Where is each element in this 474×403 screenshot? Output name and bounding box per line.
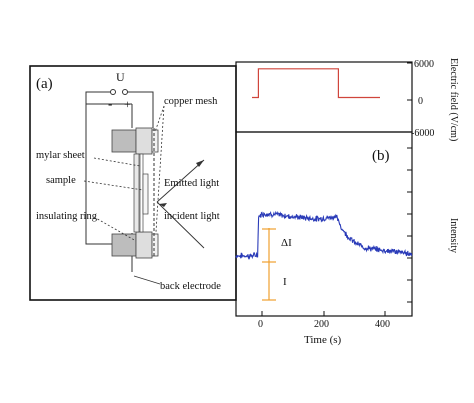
panel-a: (a) U - + <box>29 65 237 301</box>
panel-a-tag: (a) <box>36 76 53 92</box>
mylar-sheet <box>139 153 144 233</box>
delta-i-label: ΔI <box>281 237 292 249</box>
incident-light-arrow <box>159 203 167 207</box>
bottom-mesh-block <box>151 233 159 257</box>
label-emitted-light: Emitted light <box>164 178 219 189</box>
x-ticks <box>261 311 386 316</box>
voltage-source <box>85 89 154 245</box>
bottom-insulating-ring <box>135 231 153 259</box>
light-rays <box>156 159 205 249</box>
intensity-markers <box>262 228 276 301</box>
intensity-axis-title: Intensity <box>448 218 459 253</box>
back-electrode-leader <box>133 275 161 285</box>
sample-layer <box>142 173 149 215</box>
x-axis-label: Time (s) <box>304 334 342 346</box>
label-sample: sample <box>46 175 76 186</box>
leader-lines <box>83 105 165 242</box>
bottom-electrode-block <box>111 233 137 257</box>
x-tick-400: 400 <box>375 319 390 330</box>
i-label: I <box>283 276 287 288</box>
panel-b-tag: (b) <box>372 148 390 164</box>
top-plot-frame <box>235 61 413 133</box>
label-back-electrode: back electrode <box>160 281 221 292</box>
top-tick-0: 0 <box>418 96 423 107</box>
top-mesh-block <box>151 129 159 153</box>
electric-field-trace <box>252 68 380 99</box>
minus-sign: - <box>108 96 112 111</box>
top-tick-6000: 6000 <box>414 59 434 70</box>
label-incident-light: incident light <box>164 211 220 222</box>
top-tick-neg6000: -6000 <box>411 128 434 139</box>
label-copper-mesh: copper mesh <box>164 96 218 107</box>
intensity-trace <box>235 210 413 260</box>
top-electrode-block <box>111 129 137 153</box>
top-y-ticks <box>407 62 412 133</box>
emitted-light-arrow <box>196 160 204 167</box>
panel-b: 6000 0 -6000 0 200 400 Time (s) (b) Elec… <box>235 58 459 346</box>
electric-field-axis-title: Electric field (V/cm) <box>448 58 459 141</box>
top-insulating-ring <box>135 127 153 155</box>
back-electrode-plate <box>133 153 140 233</box>
label-mylar-sheet: mylar sheet <box>36 150 85 161</box>
x-tick-200: 200 <box>314 319 329 330</box>
bottom-y-ticks <box>407 147 412 303</box>
x-tick-0: 0 <box>258 319 263 330</box>
label-insulating-ring: insulating ring <box>36 211 98 222</box>
plus-sign: + <box>124 97 131 111</box>
voltage-label: U <box>116 70 125 84</box>
